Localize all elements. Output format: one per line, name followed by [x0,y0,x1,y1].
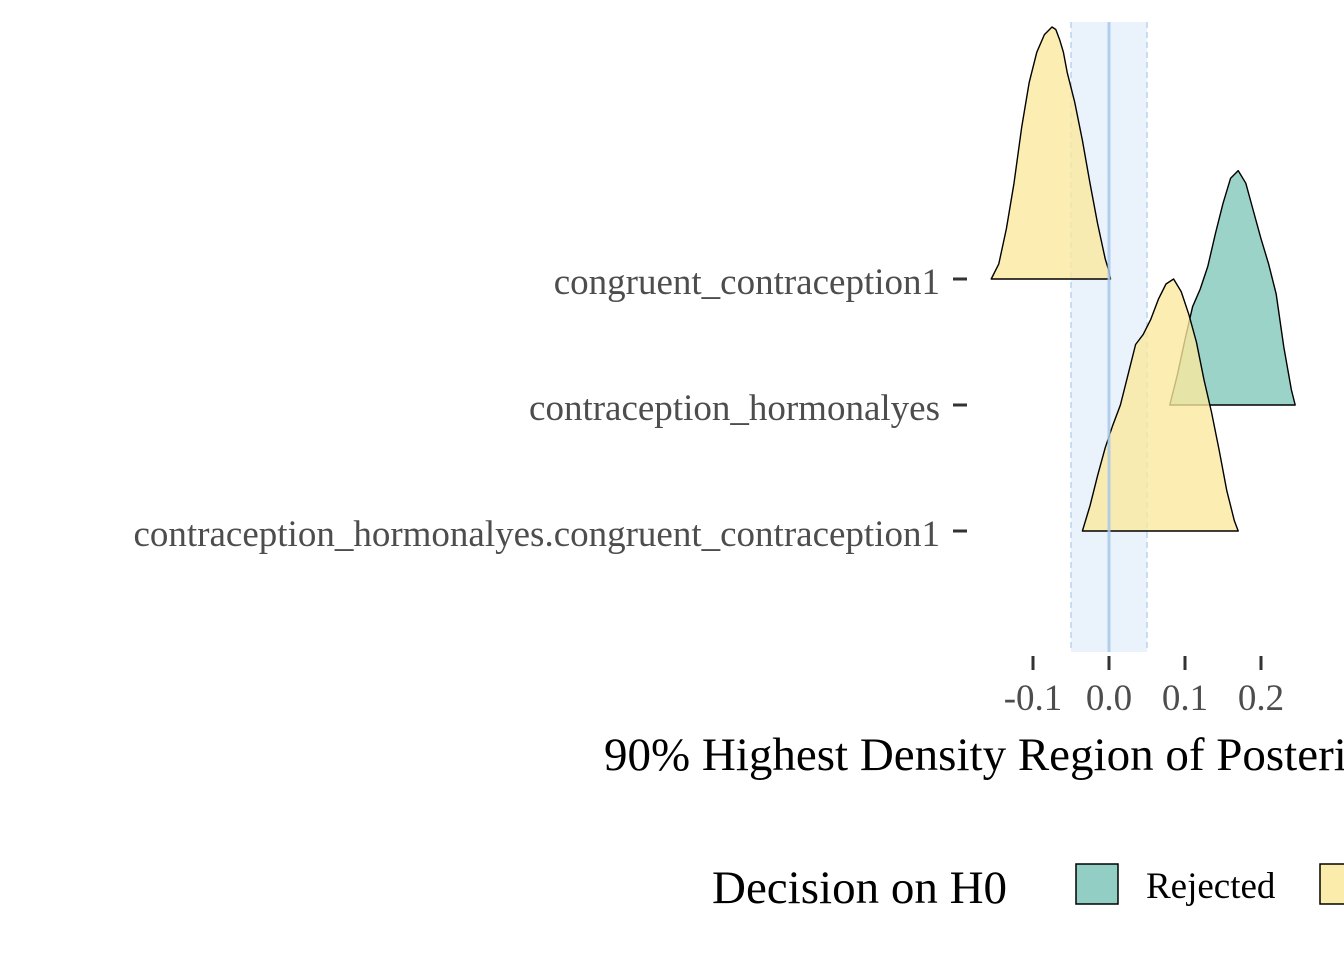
density-ridge-congruent-contraception1 [990,26,1112,280]
legend-label-rejected: Rejected [1146,866,1276,907]
x-tick-label: 0.1 [1162,678,1208,719]
legend-key-rejected [1075,863,1119,905]
y-label-interaction: contraception_hormonalyes.congruent_cont… [133,514,940,555]
x-tick-label: -0.1 [1004,678,1063,719]
legend-title: Decision on H0 [712,862,1007,914]
y-label-congruent-contraception1: congruent_contraception1 [554,262,940,303]
y-label-contraception-hormonalyes: contraception_hormonalyes [529,388,940,429]
x-axis-title: 90% Highest Density Region of Posterior … [604,729,1344,781]
y-axis: congruent_contraception1 contraception_h… [133,262,967,555]
x-tick-label: 0.2 [1238,678,1284,719]
legend-key-undecided [1319,863,1344,905]
legend: Decision on H0 Rejected Undecided [712,862,1344,914]
density-ridge-contraception-hormonalyes [1169,169,1296,406]
x-axis: -0.1 0.0 0.1 0.2 [1004,656,1284,719]
x-tick-label: 0.0 [1086,678,1132,719]
